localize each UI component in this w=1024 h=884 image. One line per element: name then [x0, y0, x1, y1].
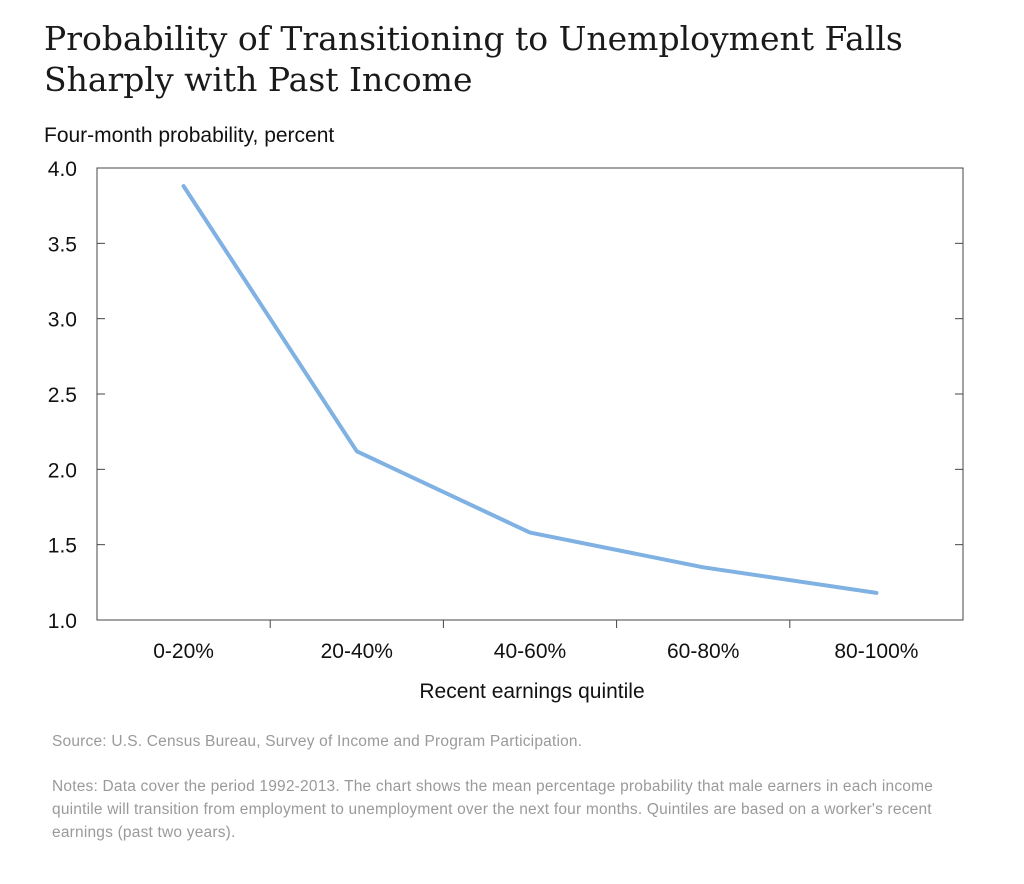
y-tick-label: 4.0 — [48, 158, 77, 181]
series-line — [181, 184, 879, 595]
series-group — [181, 184, 879, 595]
line-chart: 1.0 1.5 2.0 2.5 3.0 3.5 4.0 0-20% 20-40% 40-60% 6… — [48, 158, 964, 703]
x-axis-ticks: 0-20% 20-40% 40-60% 60-80% 80-100% — [153, 620, 918, 663]
y-axis-ticks: 1.0 1.5 2.0 2.5 3.0 3.5 4.0 — [48, 158, 963, 633]
plot-frame — [96, 167, 964, 621]
y-tick-label: 3.0 — [48, 309, 77, 332]
x-tick-label: 80-100% — [834, 640, 918, 663]
x-tick-label: 40-60% — [494, 640, 566, 663]
x-tick-label: 0-20% — [153, 640, 214, 663]
x-tick-label: 60-80% — [667, 640, 739, 663]
source-note: Source: U.S. Census Bureau, Survey of In… — [52, 733, 583, 750]
y-tick-label: 3.5 — [48, 233, 77, 256]
y-tick-label: 1.5 — [48, 535, 77, 558]
plot-frame-group — [96, 167, 964, 621]
y-axis-label: Four-month probability, percent — [44, 124, 335, 147]
y-tick-label: 2.5 — [48, 384, 77, 407]
y-tick-label: 2.0 — [48, 459, 77, 482]
chart-title: Probability of Transitioning to Unemploy… — [44, 19, 903, 99]
notes-text: Notes: Data cover the period 1992-2013. … — [52, 778, 934, 841]
x-axis-title: Recent earnings quintile — [419, 680, 644, 703]
y-tick-label: 1.0 — [48, 610, 77, 633]
x-tick-label: 20-40% — [321, 640, 393, 663]
